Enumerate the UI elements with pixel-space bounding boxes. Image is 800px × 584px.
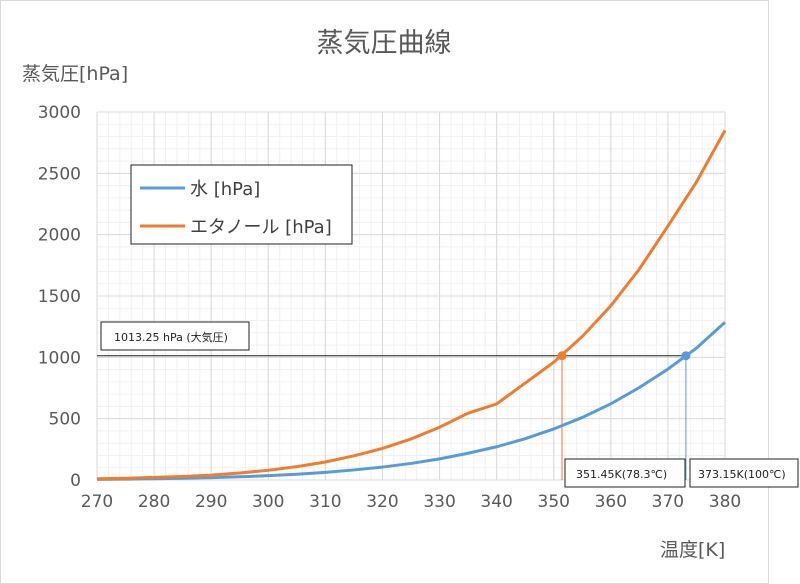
annotation-ethanol-bp: 351.45K(78.3℃) [576, 468, 667, 481]
y-tick-label: 0 [70, 471, 81, 491]
x-tick-label: 300 [252, 492, 284, 512]
annotation-atmospheric: 1013.25 hPa (大気圧) [114, 330, 228, 344]
x-tick-label: 360 [595, 492, 627, 512]
x-tick-label: 310 [309, 492, 341, 512]
legend [130, 164, 353, 245]
x-tick-label: 380 [709, 492, 741, 512]
x-tick-label: 270 [81, 492, 113, 512]
x-axis-label: 温度[K] [660, 539, 725, 561]
annotation-box [564, 458, 686, 488]
annotation-box [100, 321, 250, 351]
x-tick-label: 370 [652, 492, 684, 512]
chart-title: 蒸気圧曲線 [317, 28, 452, 59]
y-tick-label: 500 [49, 410, 81, 430]
legend-label: 水 [hPa] [190, 179, 260, 200]
y-axis-label: 蒸気圧[hPa] [22, 63, 128, 85]
x-tick-label: 340 [480, 492, 512, 512]
legend-label: エタノール [hPa] [190, 217, 332, 238]
y-tick-label: 2000 [38, 226, 81, 246]
boiling-point-marker [557, 351, 567, 361]
x-tick-label: 290 [195, 492, 227, 512]
annotation-box [689, 458, 799, 488]
x-tick-label: 350 [538, 492, 570, 512]
series-line-ethanol [96, 129, 727, 481]
annotation-water-bp: 373.15K(100℃) [698, 468, 786, 481]
y-tick-label: 1000 [38, 348, 81, 368]
y-tick-label: 1500 [38, 287, 81, 307]
y-tick-label: 3000 [38, 103, 81, 123]
x-tick-label: 320 [366, 492, 398, 512]
y-tick-label: 2500 [38, 164, 81, 184]
series-line-water [96, 321, 727, 481]
x-tick-label: 330 [423, 492, 455, 512]
x-tick-label: 280 [138, 492, 170, 512]
boiling-point-marker [681, 351, 691, 361]
